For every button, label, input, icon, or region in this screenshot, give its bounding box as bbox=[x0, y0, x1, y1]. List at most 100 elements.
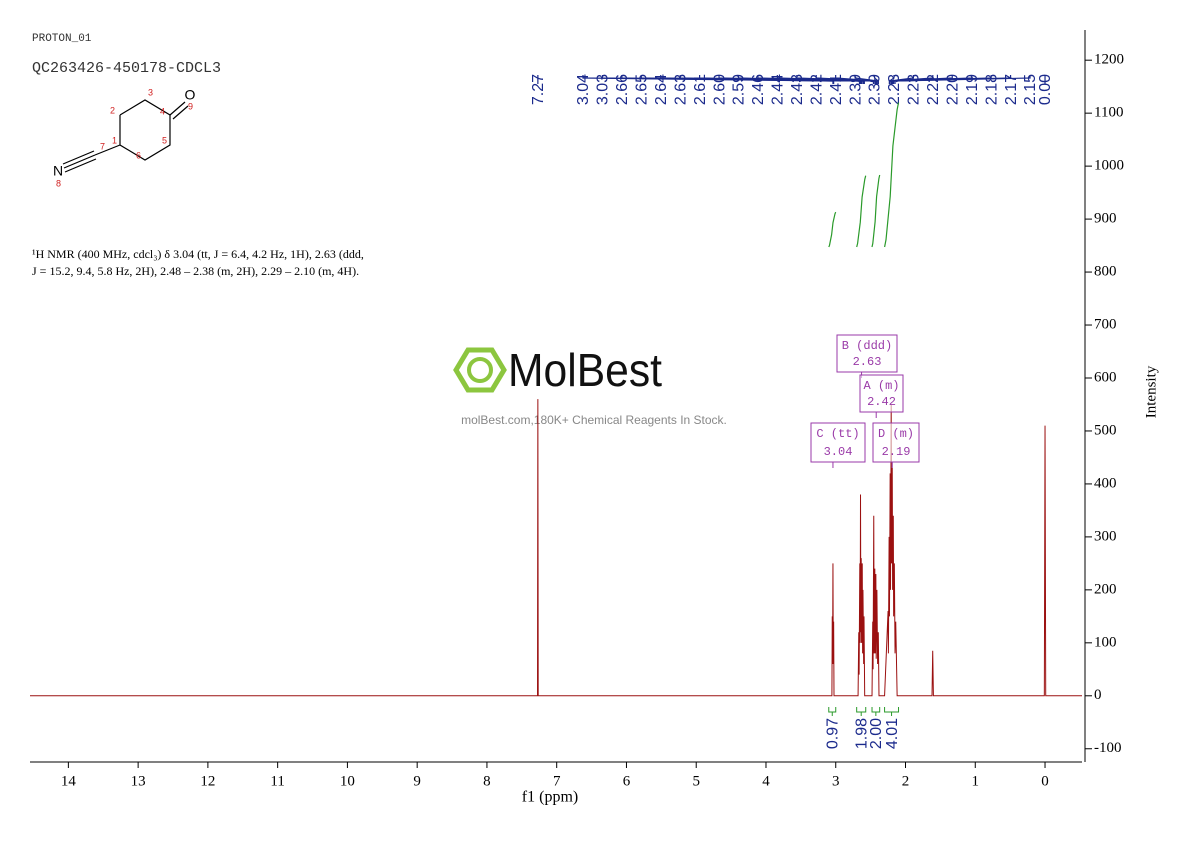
x-tick-label: 0 bbox=[1041, 773, 1049, 789]
x-tick-label: 10 bbox=[340, 773, 355, 789]
atom: N bbox=[53, 163, 63, 179]
peak-label: 2.18 bbox=[983, 74, 1000, 105]
watermark: MolBest molBest.com,180K+ Chemical Reage… bbox=[453, 344, 727, 427]
spectrum-line bbox=[30, 399, 1082, 697]
peak-label: 2.42 bbox=[808, 74, 825, 105]
y-tick-label: 400 bbox=[1094, 475, 1117, 491]
multiplet-box bbox=[836, 334, 898, 373]
atom-number: 1 bbox=[112, 135, 117, 145]
peak-label: 2.23 bbox=[906, 74, 923, 105]
x-tick-label: 13 bbox=[131, 773, 146, 789]
peak-label: 2.65 bbox=[634, 74, 651, 105]
peak-label: 2.19 bbox=[964, 74, 981, 105]
peak-label: 3.03 bbox=[595, 74, 612, 105]
integral-label: 0.97 bbox=[824, 718, 841, 749]
bond bbox=[172, 105, 189, 120]
y-tick-label: 0 bbox=[1094, 687, 1102, 703]
peak-label: 2.66 bbox=[614, 74, 631, 105]
y-tick-label: 1200 bbox=[1094, 52, 1124, 68]
x-tick-label: 9 bbox=[413, 773, 421, 789]
peak-label: 2.61 bbox=[692, 74, 709, 105]
integral-bracket bbox=[871, 707, 881, 713]
x-tick-label: 5 bbox=[692, 773, 700, 789]
integral-bracket bbox=[828, 707, 837, 713]
peak-label: 2.20 bbox=[944, 74, 961, 105]
peak-label: 2.44 bbox=[770, 74, 787, 105]
experiment-name: PROTON_01 bbox=[32, 33, 92, 45]
integral-curve bbox=[884, 102, 900, 248]
integral-label: 2.00 bbox=[868, 718, 885, 749]
y-tick-label: 1000 bbox=[1094, 158, 1124, 174]
x-tick-label: 4 bbox=[762, 773, 770, 789]
peak-label: 7.27 bbox=[530, 74, 547, 105]
peak-label: 2.15 bbox=[1022, 74, 1039, 105]
peak-connector bbox=[894, 75, 1031, 84]
integral-bracket bbox=[884, 707, 900, 713]
y-tick-label: 300 bbox=[1094, 528, 1117, 544]
atom-number: 9 bbox=[188, 101, 193, 111]
atom-number: 5 bbox=[162, 135, 167, 145]
peak-connector bbox=[815, 75, 877, 84]
multiplet-name: D (m) bbox=[878, 427, 914, 441]
integral-curve bbox=[828, 211, 837, 248]
logo-hexagon bbox=[453, 347, 507, 393]
logo-ring bbox=[467, 357, 493, 383]
peak-connector bbox=[888, 75, 914, 84]
multiplet-name: B (ddd) bbox=[842, 339, 892, 353]
multiplet-shift: 2.19 bbox=[882, 445, 911, 459]
x-axis-label: f1 (ppm) bbox=[522, 789, 578, 806]
atom-number: 8 bbox=[56, 178, 61, 188]
sample-name: QC263426-450178-CDCL3 bbox=[32, 60, 221, 77]
peak-label: 2.22 bbox=[925, 74, 942, 105]
x-tick-label: 3 bbox=[832, 773, 840, 789]
peak-connector bbox=[835, 75, 878, 84]
atom-number: 2 bbox=[110, 105, 115, 115]
nmr-description: J = 15.2, 9.4, 5.8 Hz, 2H), 2.48 – 2.38 … bbox=[32, 264, 359, 278]
y-tick-label: -100 bbox=[1094, 740, 1122, 756]
peak-label: 2.46 bbox=[750, 74, 767, 105]
bond bbox=[62, 150, 95, 165]
peak-label: 2.39 bbox=[847, 74, 864, 105]
x-tick-label: 14 bbox=[61, 773, 77, 789]
atom-number: 4 bbox=[160, 106, 165, 116]
molecule bbox=[62, 99, 189, 173]
multiplet-box bbox=[859, 374, 904, 413]
y-tick-label: 800 bbox=[1094, 263, 1117, 279]
x-tick-label: 11 bbox=[270, 773, 284, 789]
y-tick-label: 900 bbox=[1094, 211, 1117, 227]
integral-curve bbox=[871, 174, 881, 248]
peak-label: 2.39 bbox=[867, 74, 884, 105]
y-tick-label: 200 bbox=[1094, 581, 1117, 597]
multiplet-shift: 2.63 bbox=[853, 355, 882, 369]
y-tick-label: 100 bbox=[1094, 634, 1117, 650]
peak-label: 2.64 bbox=[653, 74, 670, 105]
x-tick-label: 8 bbox=[483, 773, 491, 789]
peak-label: 2.59 bbox=[731, 74, 748, 105]
bond bbox=[63, 154, 96, 169]
peak-label: 2.23 bbox=[886, 74, 903, 105]
atom-number: 3 bbox=[148, 87, 153, 97]
integral-label: 4.01 bbox=[884, 718, 901, 749]
atom: O bbox=[185, 87, 196, 103]
watermark-brand: MolBest bbox=[508, 344, 662, 396]
x-tick-label: 6 bbox=[623, 773, 631, 789]
atom-number: 7 bbox=[100, 141, 105, 151]
peak-label: 2.43 bbox=[789, 74, 806, 105]
multiplet-shift: 3.04 bbox=[824, 445, 853, 459]
peak-label: 0.00 bbox=[1037, 74, 1054, 105]
multiplet-shift: 2.42 bbox=[867, 395, 896, 409]
nmr-description: ¹H NMR (400 MHz, cdcl₃) δ 3.04 (tt, J = … bbox=[32, 247, 364, 261]
multiplet-name: A (m) bbox=[863, 379, 899, 393]
multiplet-box bbox=[810, 422, 866, 463]
multiplet-name: C (tt) bbox=[816, 427, 859, 441]
x-tick-label: 1 bbox=[972, 773, 980, 789]
watermark-tagline: molBest.com,180K+ Chemical Reagents In S… bbox=[461, 413, 727, 427]
peak-label: 2.63 bbox=[672, 74, 689, 105]
multiplet-box bbox=[872, 422, 920, 463]
y-tick-label: 500 bbox=[1094, 422, 1117, 438]
peak-label: 2.60 bbox=[711, 74, 728, 105]
x-tick-label: 12 bbox=[200, 773, 215, 789]
y-axis-label: Intensity bbox=[1143, 365, 1159, 418]
bond bbox=[64, 158, 97, 173]
integral-label: 1.98 bbox=[853, 718, 870, 749]
